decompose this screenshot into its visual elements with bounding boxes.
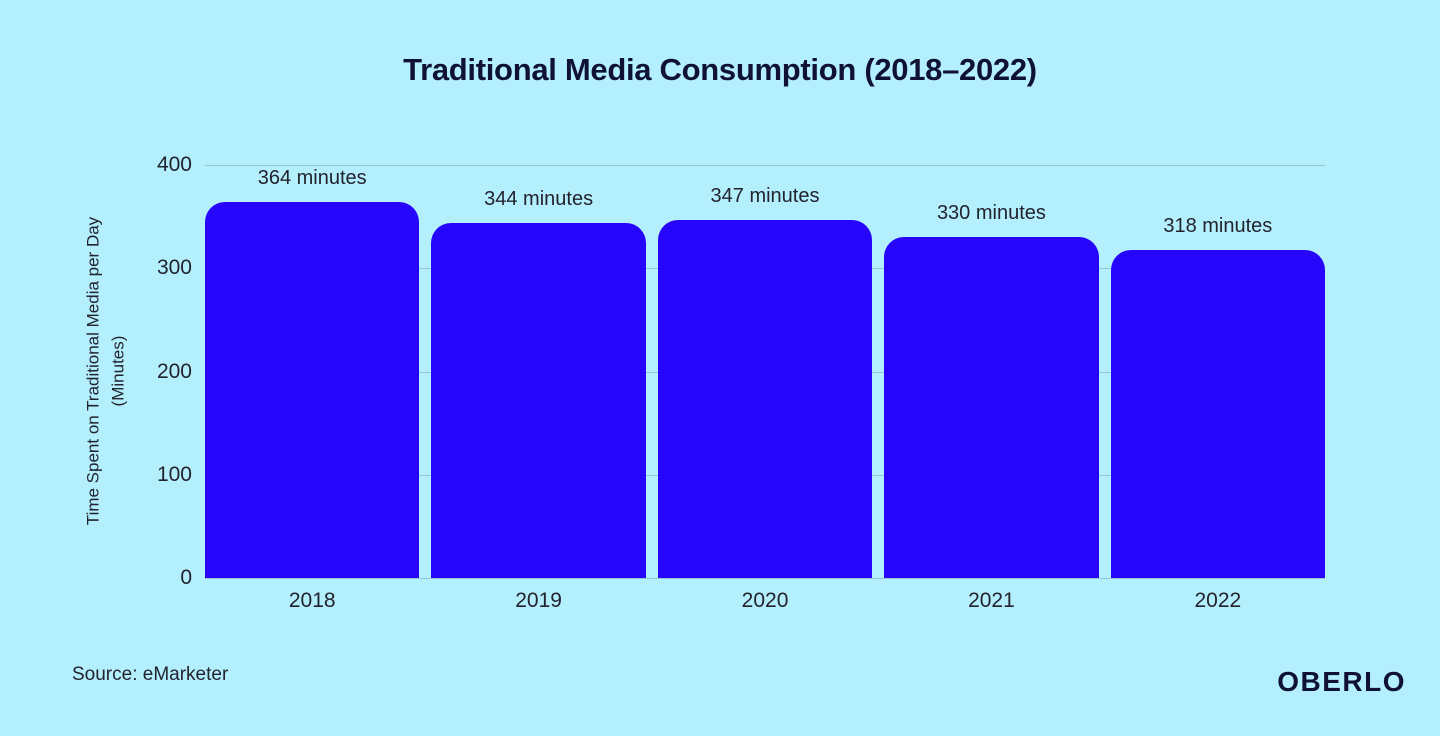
- bar-value-label-2022: 318 minutes: [1163, 215, 1273, 237]
- y-tick-label-300: 300: [156, 256, 192, 280]
- bar-2019: [431, 223, 646, 578]
- y-tick-label-0: 0: [180, 566, 192, 589]
- bars-layer: 364 minutes 2018 344 minutes 2019 347 minute…: [205, 165, 1326, 612]
- brand-logo: OBERLO: [1277, 666, 1406, 697]
- y-tick-label-100: 100: [156, 462, 192, 486]
- bar-slot-2019: 344 minutes 2019: [431, 165, 646, 612]
- gridline-400: [205, 165, 1325, 166]
- bar-value-label-2018: 364 minutes: [257, 167, 367, 189]
- bar-2018: [205, 202, 420, 578]
- x-tick-label-2018: 2018: [288, 589, 336, 612]
- y-axis-title-line1: Time Spent on Traditional Media per Day: [83, 216, 103, 526]
- x-tick-label-2021: 2021: [968, 589, 1015, 612]
- plot-area: 0 100 200 300 400 364 minutes 2018 344 minutes…: [157, 153, 1326, 612]
- y-axis-title-line2: (Minutes): [108, 335, 127, 407]
- bar-value-label-2020: 347 minutes: [710, 185, 820, 207]
- source-note: Source: eMarketer: [72, 664, 229, 685]
- bar-slot-2020: 347 minutes 2020: [657, 165, 873, 612]
- y-tick-label-200: 200: [156, 359, 192, 383]
- bar-slot-2021: 330 minutes 2021: [884, 165, 1099, 612]
- gridline-0: [205, 578, 1325, 579]
- y-axis-title-text: Time Spent on Traditional Media per Day …: [81, 165, 130, 578]
- bar-slot-2018: 364 minutes 2018: [205, 165, 420, 612]
- bar-2022: [1110, 250, 1326, 578]
- x-tick-label-2020: 2020: [741, 589, 789, 612]
- bar-slot-2022: 318 minutes 2022: [1110, 165, 1326, 612]
- bar-2021: [884, 237, 1099, 578]
- bar-2020: [657, 220, 873, 578]
- x-tick-label-2019: 2019: [515, 589, 562, 612]
- chart-title: Traditional Media Consumption (2018–2022…: [403, 52, 1037, 87]
- x-tick-label-2022: 2022: [1194, 589, 1242, 612]
- bar-value-label-2019: 344 minutes: [484, 188, 594, 210]
- y-tick-label-400: 400: [156, 153, 192, 176]
- bar-value-label-2021: 330 minutes: [936, 202, 1046, 224]
